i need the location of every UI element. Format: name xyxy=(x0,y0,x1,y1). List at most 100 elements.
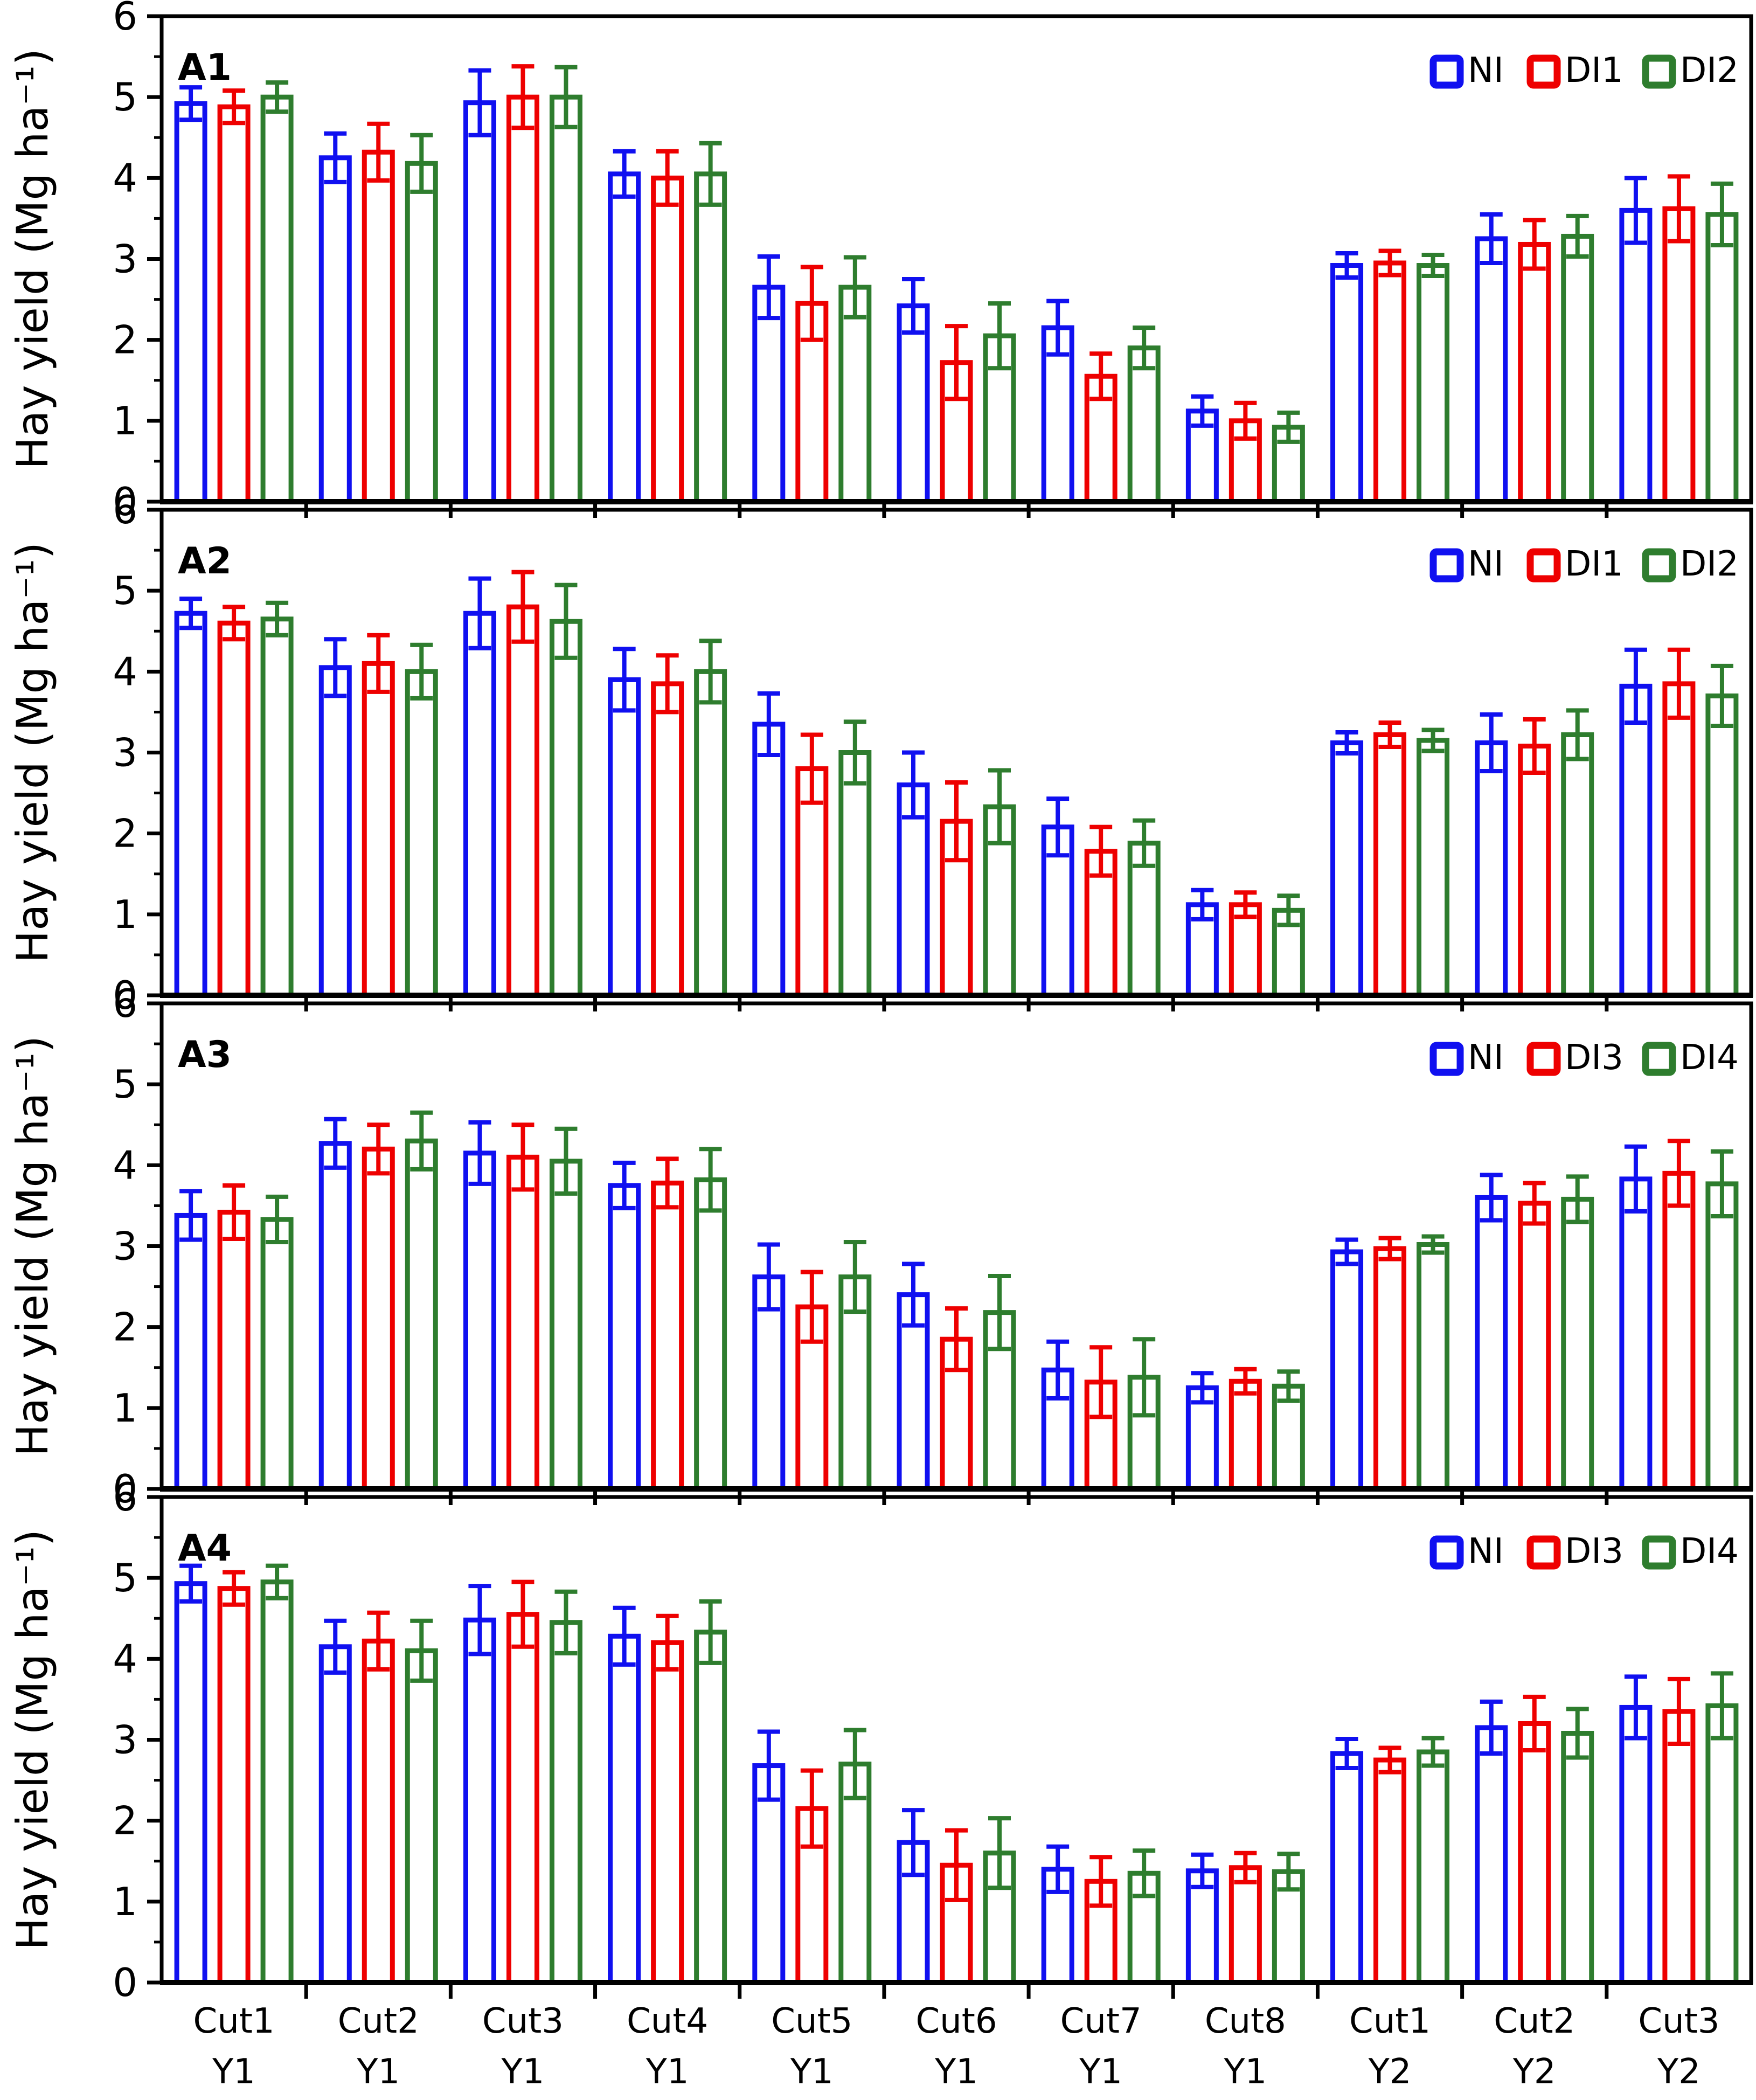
bar-a2-ni-g2 xyxy=(318,665,352,998)
y-tick-label: 3 xyxy=(113,1224,137,1269)
legend-swatch-icon xyxy=(1429,1535,1464,1570)
legend-swatch-icon xyxy=(1642,54,1676,89)
legend-item-ni: NI xyxy=(1429,1038,1504,1078)
bar-a3-di3-g1 xyxy=(217,1209,251,1492)
bar-a4-di3-g2 xyxy=(362,1638,395,1985)
bar-a2-di2-g11 xyxy=(1705,693,1739,998)
bar-a1-di1-g1 xyxy=(217,104,251,504)
x-tick-label-year: Y1 xyxy=(212,2052,255,2092)
legend-label: NI xyxy=(1468,1038,1504,1078)
y-tick-label: 0 xyxy=(113,479,137,524)
legend-label: NI xyxy=(1468,51,1504,91)
bar-a1-di2-g7 xyxy=(1127,345,1161,504)
bar-a2-ni-g10 xyxy=(1475,740,1508,998)
y-axis-title: Hay yield (Mg ha⁻¹) xyxy=(8,542,58,963)
x-tick-label-year: Y2 xyxy=(1368,2052,1412,2092)
x-tick-label-year: Y2 xyxy=(1657,2052,1701,2092)
legend-item-ni: NI xyxy=(1429,544,1504,584)
bar-a1-ni-g11 xyxy=(1619,207,1653,504)
x-tick-label-year: Y1 xyxy=(790,2052,834,2092)
bar-a3-di3-g4 xyxy=(651,1180,684,1492)
y-axis-title: Hay yield (Mg ha⁻¹) xyxy=(8,1036,58,1457)
bar-a1-di1-g2 xyxy=(362,149,395,504)
y-tick-label: 5 xyxy=(113,1062,137,1107)
legend-swatch-icon xyxy=(1429,1042,1464,1076)
bar-a1-ni-g3 xyxy=(463,100,496,504)
legend-item-di2: DI2 xyxy=(1642,51,1739,91)
bar-a4-di4-g11 xyxy=(1705,1703,1739,1985)
bar-a1-di1-g10 xyxy=(1518,241,1551,504)
bar-a1-di1-g3 xyxy=(506,94,539,504)
bar-a3-ni-g2 xyxy=(318,1141,352,1492)
x-tick-label-cut: Cut2 xyxy=(1494,2001,1575,2041)
panel-a4: Hay yield (Mg ha⁻¹) 0 1 2 3 4 5 6 A4 NI DI3 DI4 xyxy=(8,1474,1753,2005)
y-tick-label: 4 xyxy=(113,1142,137,1188)
bar-a4-di3-g4 xyxy=(651,1640,684,1985)
bar-a1-di1-g9 xyxy=(1373,260,1407,504)
x-tick-label-year: Y1 xyxy=(501,2052,545,2092)
bar-a1-ni-g1 xyxy=(174,101,207,504)
legend-label: DI3 xyxy=(1565,1038,1623,1078)
y-tick-label: 1 xyxy=(113,1385,137,1431)
legend-swatch-icon xyxy=(1429,548,1464,583)
bar-a2-di1-g11 xyxy=(1662,681,1696,998)
bar-a4-ni-g3 xyxy=(463,1617,496,1985)
bar-a1-di2-g3 xyxy=(549,94,582,504)
legend: NI DI1 DI2 xyxy=(1429,51,1739,91)
x-tick-label-cut: Cut3 xyxy=(482,2001,564,2041)
y-tick-label: 1 xyxy=(113,398,137,443)
x-axis-labels: Cut1 Y1 Cut2 Y1 Cut3 Y1 Cut4 Y1 Cut5 Y1 Cut6 Y1 Cut7… xyxy=(193,2001,1720,2092)
bar-a2-di2-g5 xyxy=(838,750,872,998)
bar-a2-di1-g2 xyxy=(362,661,395,998)
bar-a4-di4-g4 xyxy=(694,1630,727,1985)
bar-a3-di3-g8 xyxy=(1228,1378,1262,1492)
y-tick-label: 6 xyxy=(113,981,137,1026)
bar-a2-di2-g9 xyxy=(1417,738,1450,998)
legend: NI DI3 DI4 xyxy=(1429,1038,1739,1078)
bar-a1-di2-g2 xyxy=(405,161,438,504)
bar-a3-ni-g10 xyxy=(1475,1195,1508,1492)
y-tick-label: 2 xyxy=(113,1798,137,1843)
legend-label: DI3 xyxy=(1565,1531,1623,1571)
bar-a3-di4-g11 xyxy=(1705,1181,1739,1492)
legend: NI DI1 DI2 xyxy=(1429,544,1739,584)
bar-a1-di1-g4 xyxy=(651,175,684,504)
bar-a4-ni-g9 xyxy=(1330,1751,1364,1985)
bar-a2-di1-g4 xyxy=(651,681,684,998)
x-tick-label-cut: Cut2 xyxy=(338,2001,419,2041)
bar-a4-di3-g11 xyxy=(1662,1709,1696,1985)
x-tick-label-cut: Cut6 xyxy=(915,2001,997,2041)
panel-label: A1 xyxy=(178,46,232,89)
panel-label: A2 xyxy=(178,540,232,583)
bar-a2-di1-g1 xyxy=(217,620,251,998)
bar-a2-ni-g3 xyxy=(463,611,496,998)
x-tick-label-cut: Cut7 xyxy=(1060,2001,1142,2041)
bar-a4-di3-g1 xyxy=(217,1586,251,1985)
bar-a4-di3-g9 xyxy=(1373,1757,1407,1985)
x-tick-label-year: Y1 xyxy=(1079,2052,1122,2092)
y-tick-label: 5 xyxy=(113,1555,137,1600)
bar-a3-di3-g10 xyxy=(1518,1201,1551,1492)
bar-a1-ni-g9 xyxy=(1330,263,1364,504)
legend-item-di1: DI1 xyxy=(1526,544,1623,584)
bar-a2-di2-g10 xyxy=(1561,732,1594,998)
y-tick-label: 4 xyxy=(113,649,137,694)
bar-a3-di4-g3 xyxy=(549,1159,582,1492)
bar-a4-di4-g9 xyxy=(1417,1749,1450,1985)
legend-item-di3: DI3 xyxy=(1526,1038,1623,1078)
bar-a3-di3-g9 xyxy=(1373,1246,1407,1492)
x-tick-label-cut: Cut1 xyxy=(193,2001,275,2041)
bar-a3-di4-g10 xyxy=(1561,1196,1594,1492)
legend-label: DI4 xyxy=(1680,1531,1739,1571)
bar-a1-di1-g11 xyxy=(1662,206,1696,504)
panel-a2: Hay yield (Mg ha⁻¹) 0 1 2 3 4 5 6 A2 NI DI1 DI2 xyxy=(8,487,1753,1018)
y-tick-label: 2 xyxy=(113,811,137,856)
panel-label: A3 xyxy=(178,1034,232,1076)
x-tick-label-cut: Cut5 xyxy=(771,2001,852,2041)
bar-a4-di4-g3 xyxy=(549,1620,582,1985)
bar-a3-di4-g1 xyxy=(260,1217,294,1492)
legend-swatch-icon xyxy=(1526,1042,1561,1076)
y-tick-label: 2 xyxy=(113,1305,137,1350)
legend-item-ni: NI xyxy=(1429,51,1504,91)
